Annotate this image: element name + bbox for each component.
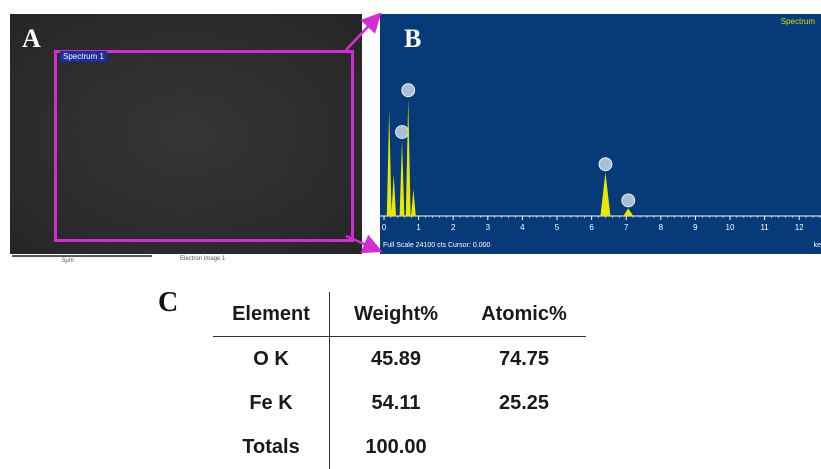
peak-marker (598, 157, 613, 172)
header-atomic: Atomic% (462, 292, 586, 337)
spectrum-peak (600, 172, 611, 216)
x-tick-label: 12 (795, 223, 804, 232)
spectrum-title: Spectrum (780, 17, 815, 26)
spectrum-peak (399, 140, 405, 216)
x-tick-label: 1 (416, 223, 421, 232)
panel-label-b: B (404, 24, 422, 53)
cell-atomic: 74.75 (498, 347, 550, 370)
connector-top (345, 12, 382, 51)
table-row: Fe K 54.11 25.25 (213, 381, 586, 425)
table-header-row: Element Weight% Atomic% (213, 292, 586, 337)
panel-label-a: A (22, 24, 41, 53)
x-tick-label: 0 (382, 223, 387, 232)
spectrum-peak (386, 109, 392, 216)
spectrum-region-tag: Spectrum 1 (60, 51, 107, 62)
cell-atomic: 25.25 (498, 391, 550, 414)
x-tick-label: 9 (693, 223, 698, 232)
x-tick-label: 10 (726, 223, 735, 232)
x-tick-label: 2 (451, 223, 456, 232)
peak-marker (401, 83, 416, 98)
cell-element: O K (213, 336, 330, 381)
table-row: Totals 100.00 (213, 425, 586, 469)
cell-atomic (462, 425, 586, 469)
x-tick-label: 7 (624, 223, 629, 232)
image-caption: Electron Image 1 (180, 256, 226, 262)
cell-weight: 100.00 (365, 435, 427, 458)
x-tick-label: 4 (520, 223, 525, 232)
scale-bar (12, 255, 152, 257)
peak-marker (621, 193, 636, 208)
cell-weight: 45.89 (370, 347, 422, 370)
cell-element: Fe K (213, 381, 330, 425)
cell-element: Totals (213, 425, 330, 469)
eds-spectrum-panel: 0 1 2 3 4 5 6 7 8 9 10 11 12 Spectrum Full Scale 241… (380, 14, 821, 254)
spectrum-plot: 0 1 2 3 4 5 6 7 8 9 10 11 12 (380, 83, 821, 232)
spectrum-footer: Full Scale 24100 cts Cursor: 0.000 (383, 242, 491, 249)
cell-weight: 54.11 (371, 391, 421, 414)
spectrum-peak (391, 174, 397, 216)
table-row: O K 45.89 74.75 (213, 336, 586, 381)
x-tick-label: 5 (555, 223, 560, 232)
connector-bottom (345, 234, 383, 254)
x-tick-label: 11 (760, 223, 769, 232)
x-tick-label: 8 (659, 223, 664, 232)
selection-rectangle (54, 50, 354, 242)
x-tick-label: 3 (486, 223, 491, 232)
sem-image-panel: Spectrum 1 (10, 14, 362, 254)
spectrum-peak (623, 208, 634, 216)
header-weight: Weight% (329, 292, 462, 337)
spectrum-peak (405, 98, 411, 216)
composition-table: Element Weight% Atomic% O K 45.89 74.75 … (213, 292, 586, 469)
scale-bar-label: 5μm (62, 258, 74, 264)
spectrum-peak (411, 189, 416, 216)
panel-label-c: C (158, 287, 179, 318)
x-tick-label: 6 (589, 223, 594, 232)
header-element: Element (213, 292, 330, 337)
energy-unit-label: ke (813, 242, 821, 249)
